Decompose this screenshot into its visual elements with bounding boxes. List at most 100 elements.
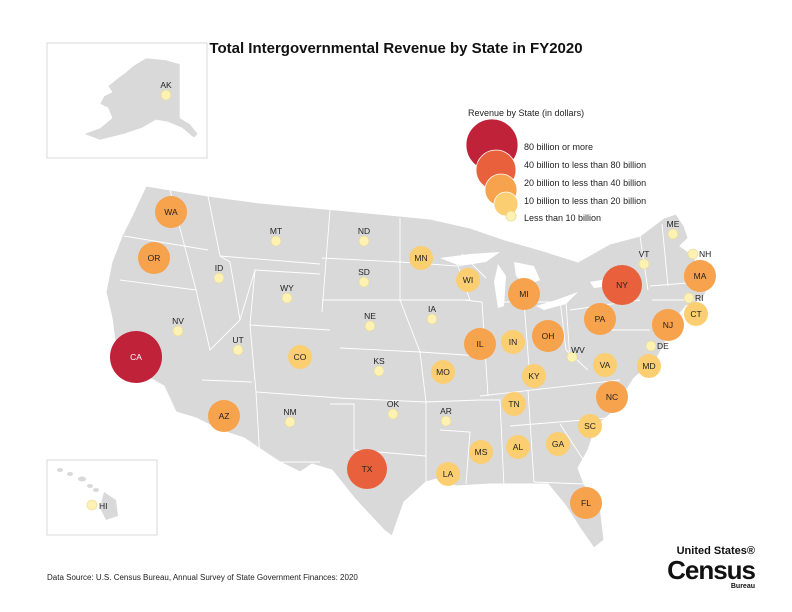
state-label-ia: IA (428, 304, 436, 314)
state-dot-mn (409, 246, 433, 270)
state-dot-al (506, 435, 530, 459)
state-dot-nd (358, 235, 370, 247)
state-label-sd: SD (358, 267, 370, 277)
state-dot-wy (281, 292, 293, 304)
state-label-wv: WV (571, 345, 585, 355)
state-label-in: IN (509, 337, 518, 347)
state-dot-ky (522, 364, 546, 388)
state-dot-oh (532, 320, 564, 352)
state-label-nv: NV (172, 316, 184, 326)
state-label-id: ID (215, 263, 224, 273)
state-label-sc: SC (584, 421, 596, 431)
hawaii-inset-frame (46, 459, 158, 536)
logo-line-3: Bureau (730, 583, 755, 590)
state-label-or: OR (148, 253, 161, 263)
state-dot-nh (687, 248, 699, 260)
state-label-de: DE (657, 341, 669, 351)
state-dot-ia (426, 313, 438, 325)
state-dot-la (436, 462, 460, 486)
legend-label-40-80b: 40 billion to less than 80 billion (524, 160, 647, 170)
state-label-mi: MI (519, 289, 528, 299)
state-label-ok: OK (387, 399, 400, 409)
state-label-pa: PA (595, 314, 606, 324)
state-label-ut: UT (232, 335, 243, 345)
state-dot-ak (160, 89, 172, 101)
state-dot-co (288, 345, 312, 369)
state-dot-nj (652, 309, 684, 341)
state-dot-ms (469, 440, 493, 464)
state-label-nm: NM (283, 407, 296, 417)
state-dot-me (667, 228, 679, 240)
state-label-nd: ND (358, 226, 370, 236)
state-dot-ks (373, 365, 385, 377)
legend-circles (465, 118, 519, 222)
state-label-wa: WA (164, 207, 178, 217)
state-label-va: VA (600, 360, 611, 370)
state-dot-sd (358, 276, 370, 288)
state-label-al: AL (513, 442, 524, 452)
state-markers: AK HI WA OR CA ID NV UT AZ MT WY CO NM ND SD NE KS OK TX MN… (86, 80, 716, 519)
state-dot-md (637, 354, 661, 378)
state-label-la: LA (443, 469, 454, 479)
legend-circle-4 (505, 210, 517, 222)
state-dot-nm (284, 416, 296, 428)
state-dot-sc (578, 414, 602, 438)
state-label-oh: OH (542, 331, 555, 341)
legend-label-20-40b: 20 billion to less than 40 billion (524, 178, 647, 188)
state-label-ma: MA (694, 271, 707, 281)
state-label-me: ME (667, 219, 680, 229)
census-bureau-logo: United States® Census Bureau (655, 545, 756, 591)
state-label-nj: NJ (663, 320, 673, 330)
state-dot-in (501, 330, 525, 354)
state-dot-ca (110, 331, 162, 383)
state-label-mo: MO (436, 367, 450, 377)
state-dot-ri (683, 292, 695, 304)
state-label-ks: KS (373, 356, 385, 366)
contiguous-us-shape (105, 185, 709, 549)
legend-label-under-10b: Less than 10 billion (524, 213, 602, 223)
state-dot-id (213, 272, 225, 284)
legend-label-10-20b: 10 billion to less than 20 billion (524, 196, 647, 206)
state-dot-hi (86, 499, 98, 511)
map-title: Total Intergovernmental Revenue by State… (209, 40, 583, 57)
state-dot-wi (456, 268, 480, 292)
state-label-ak: AK (160, 80, 172, 90)
state-borders (119, 189, 701, 489)
logo-line-1: United States® (676, 545, 755, 557)
state-dot-il (464, 328, 496, 360)
state-label-md: MD (642, 361, 655, 371)
state-label-az: AZ (219, 411, 230, 421)
state-label-ky: KY (528, 371, 540, 381)
state-dot-mt (270, 235, 282, 247)
state-label-ny: NY (616, 280, 628, 290)
state-dot-ny (602, 265, 642, 305)
state-dot-az (208, 400, 240, 432)
alaska-shape (83, 57, 199, 141)
state-label-ar: AR (440, 406, 452, 416)
state-label-ct: CT (690, 309, 701, 319)
state-dot-pa (584, 303, 616, 335)
state-label-ri: RI (695, 293, 704, 303)
state-label-nh: NH (699, 249, 711, 259)
state-label-hi: HI (99, 501, 108, 511)
state-dot-or (138, 242, 170, 274)
state-dot-mi (508, 278, 540, 310)
state-label-wi: WI (463, 275, 473, 285)
state-dot-ne (364, 320, 376, 332)
state-label-ne: NE (364, 311, 376, 321)
state-dot-de (645, 340, 657, 352)
state-dot-ma (684, 260, 716, 292)
state-dot-ut (232, 344, 244, 356)
state-label-ga: GA (552, 439, 565, 449)
legend-label-80b-plus: 80 billion or more (524, 142, 594, 152)
state-label-co: CO (294, 352, 307, 362)
state-label-il: IL (476, 339, 483, 349)
state-dot-ct (684, 302, 708, 326)
state-dot-wa (155, 196, 187, 228)
state-label-wy: WY (280, 283, 294, 293)
state-label-vt: VT (639, 249, 650, 259)
state-label-tn: TN (508, 399, 519, 409)
state-dot-ar (440, 415, 452, 427)
hawaii-shape (57, 468, 118, 520)
